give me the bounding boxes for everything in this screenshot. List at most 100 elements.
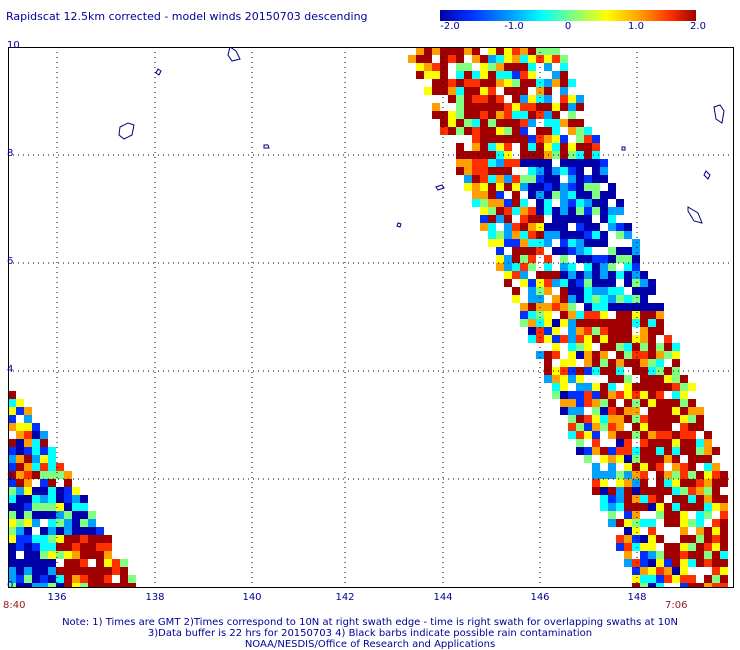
wind-difference-cell [664,471,672,479]
wind-difference-cell [712,503,720,511]
wind-difference-cell [600,359,608,367]
wind-difference-cell [112,567,120,575]
wind-difference-cell [32,535,40,543]
wind-difference-cell [616,439,624,447]
wind-difference-cell [408,55,416,63]
wind-difference-cell [616,455,624,463]
wind-difference-cell [592,135,600,143]
wind-difference-cell [528,55,536,63]
wind-difference-cell [584,423,592,431]
wind-difference-cell [608,399,616,407]
wind-difference-cell [88,543,96,551]
wind-difference-cell [72,527,80,535]
wind-difference-cell [624,511,632,519]
wind-difference-cell [704,583,712,588]
wind-difference-cell [672,543,680,551]
wind-difference-cell [720,503,728,511]
wind-difference-cell [72,503,80,511]
wind-difference-cell [96,575,104,583]
wind-difference-cell [608,191,616,199]
wind-difference-cell [552,55,560,63]
wind-difference-cell [656,479,664,487]
wind-difference-cell [672,471,680,479]
x-tick-label: 144 [433,592,453,603]
wind-difference-cell [600,287,608,295]
wind-difference-cell [672,559,680,567]
wind-difference-cell [480,135,488,143]
wind-difference-cell [568,311,576,319]
wind-difference-cell [640,431,648,439]
wind-difference-cell [472,143,480,151]
wind-difference-cell [688,487,696,495]
wind-difference-cell [640,503,648,511]
wind-difference-cell [488,87,496,95]
wind-difference-cell [544,239,552,247]
wind-difference-cell [40,479,48,487]
wind-difference-cell [632,287,640,295]
wind-difference-cell [664,551,672,559]
wind-difference-cell [528,135,536,143]
wind-difference-cell [576,391,584,399]
wind-difference-cell [720,519,728,527]
wind-difference-cell [576,207,584,215]
wind-difference-cell [664,567,672,575]
wind-difference-cell [40,455,48,463]
island-outline [118,122,135,140]
wind-difference-cell [48,487,56,495]
wind-difference-cell [560,303,568,311]
wind-difference-cell [704,535,712,543]
lat-lon-grid [8,47,734,588]
wind-difference-cell [16,431,24,439]
wind-difference-cell [456,63,464,71]
wind-difference-cell [640,343,648,351]
island-outline [435,184,445,191]
wind-difference-cell [528,191,536,199]
x-tick-label: 140 [242,592,262,603]
wind-difference-cell [8,527,16,535]
wind-difference-cell [496,47,504,55]
wind-difference-cell [656,551,664,559]
wind-difference-cell [640,439,648,447]
wind-difference-cell [72,575,80,583]
wind-difference-cell [672,551,680,559]
wind-difference-cell [568,159,576,167]
wind-difference-cell [600,383,608,391]
wind-difference-cell [592,143,600,151]
wind-difference-cell [600,319,608,327]
wind-difference-cell [496,263,504,271]
wind-difference-cell [592,183,600,191]
wind-difference-cell [584,327,592,335]
wind-difference-cell [464,127,472,135]
wind-difference-cell [528,63,536,71]
wind-difference-cell [440,127,448,135]
wind-difference-cell [552,295,560,303]
wind-difference-cell [16,455,24,463]
wind-difference-cell [440,87,448,95]
wind-difference-cell [632,447,640,455]
wind-difference-cell [536,287,544,295]
wind-difference-cell [496,63,504,71]
wind-difference-cell [584,303,592,311]
wind-difference-cell [640,287,648,295]
wind-difference-cell [648,407,656,415]
wind-difference-cell [64,519,72,527]
wind-difference-cell [72,559,80,567]
wind-difference-cell [552,335,560,343]
wind-difference-cell [40,463,48,471]
wind-difference-cell [568,367,576,375]
wind-difference-cell [640,359,648,367]
wind-difference-cell [560,407,568,415]
wind-difference-cell [664,423,672,431]
wind-difference-cell [664,415,672,423]
colorbar-tick-label: 2.0 [690,21,706,32]
wind-difference-cell [552,47,560,55]
wind-difference-cell [24,543,32,551]
wind-difference-cell [616,391,624,399]
wind-difference-cell [608,487,616,495]
wind-difference-cell [664,503,672,511]
wind-difference-cell [536,351,544,359]
wind-difference-cell [560,143,568,151]
wind-difference-cell [504,231,512,239]
wind-difference-cell [48,567,56,575]
wind-difference-cell [664,511,672,519]
